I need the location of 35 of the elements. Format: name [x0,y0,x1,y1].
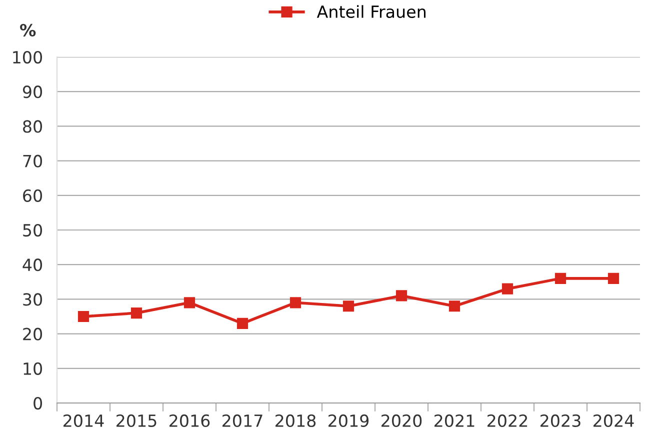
point [130,307,142,319]
x-tick-label: 2017 [222,414,262,428]
x-tick-label: 2019 [328,414,369,428]
x-tick-label: 2021 [434,414,474,428]
y-tick-label: 90 [22,86,42,98]
y-tick-label: 40 [22,258,42,272]
x-tick-label: 2018 [276,414,316,428]
y-tick-label: 10 [24,362,42,375]
y-tick-label: 0 [34,396,42,410]
y-tick-label: 100 [13,50,42,64]
x-tick-label: 2016 [170,414,210,428]
x-tick-label: 2015 [116,414,156,428]
y-tick-label: 60 [23,189,42,202]
point [78,310,90,322]
point [184,297,196,308]
point [554,272,566,284]
point [448,300,460,312]
y-tick-label: 70 [23,154,42,168]
point [236,318,248,329]
x-tick-label: 2014 [64,414,104,428]
y-axis-title: % [20,24,36,36]
legend-label: Anteil Frauen [316,5,426,18]
point [342,300,354,312]
y-tick-label: 20 [23,328,42,340]
x-tick-label: 2023 [540,414,580,428]
x-tick-label: 2020 [382,414,422,428]
y-tick-label: 30 [23,293,42,306]
x-tick-label: 2024 [594,414,634,428]
point [608,272,620,284]
point [396,290,408,302]
point [502,283,514,294]
y-tick-label: 80 [23,120,42,133]
y-tick-label: 50 [23,224,42,237]
point [290,297,302,308]
x-tick-label: 2022 [488,414,528,428]
